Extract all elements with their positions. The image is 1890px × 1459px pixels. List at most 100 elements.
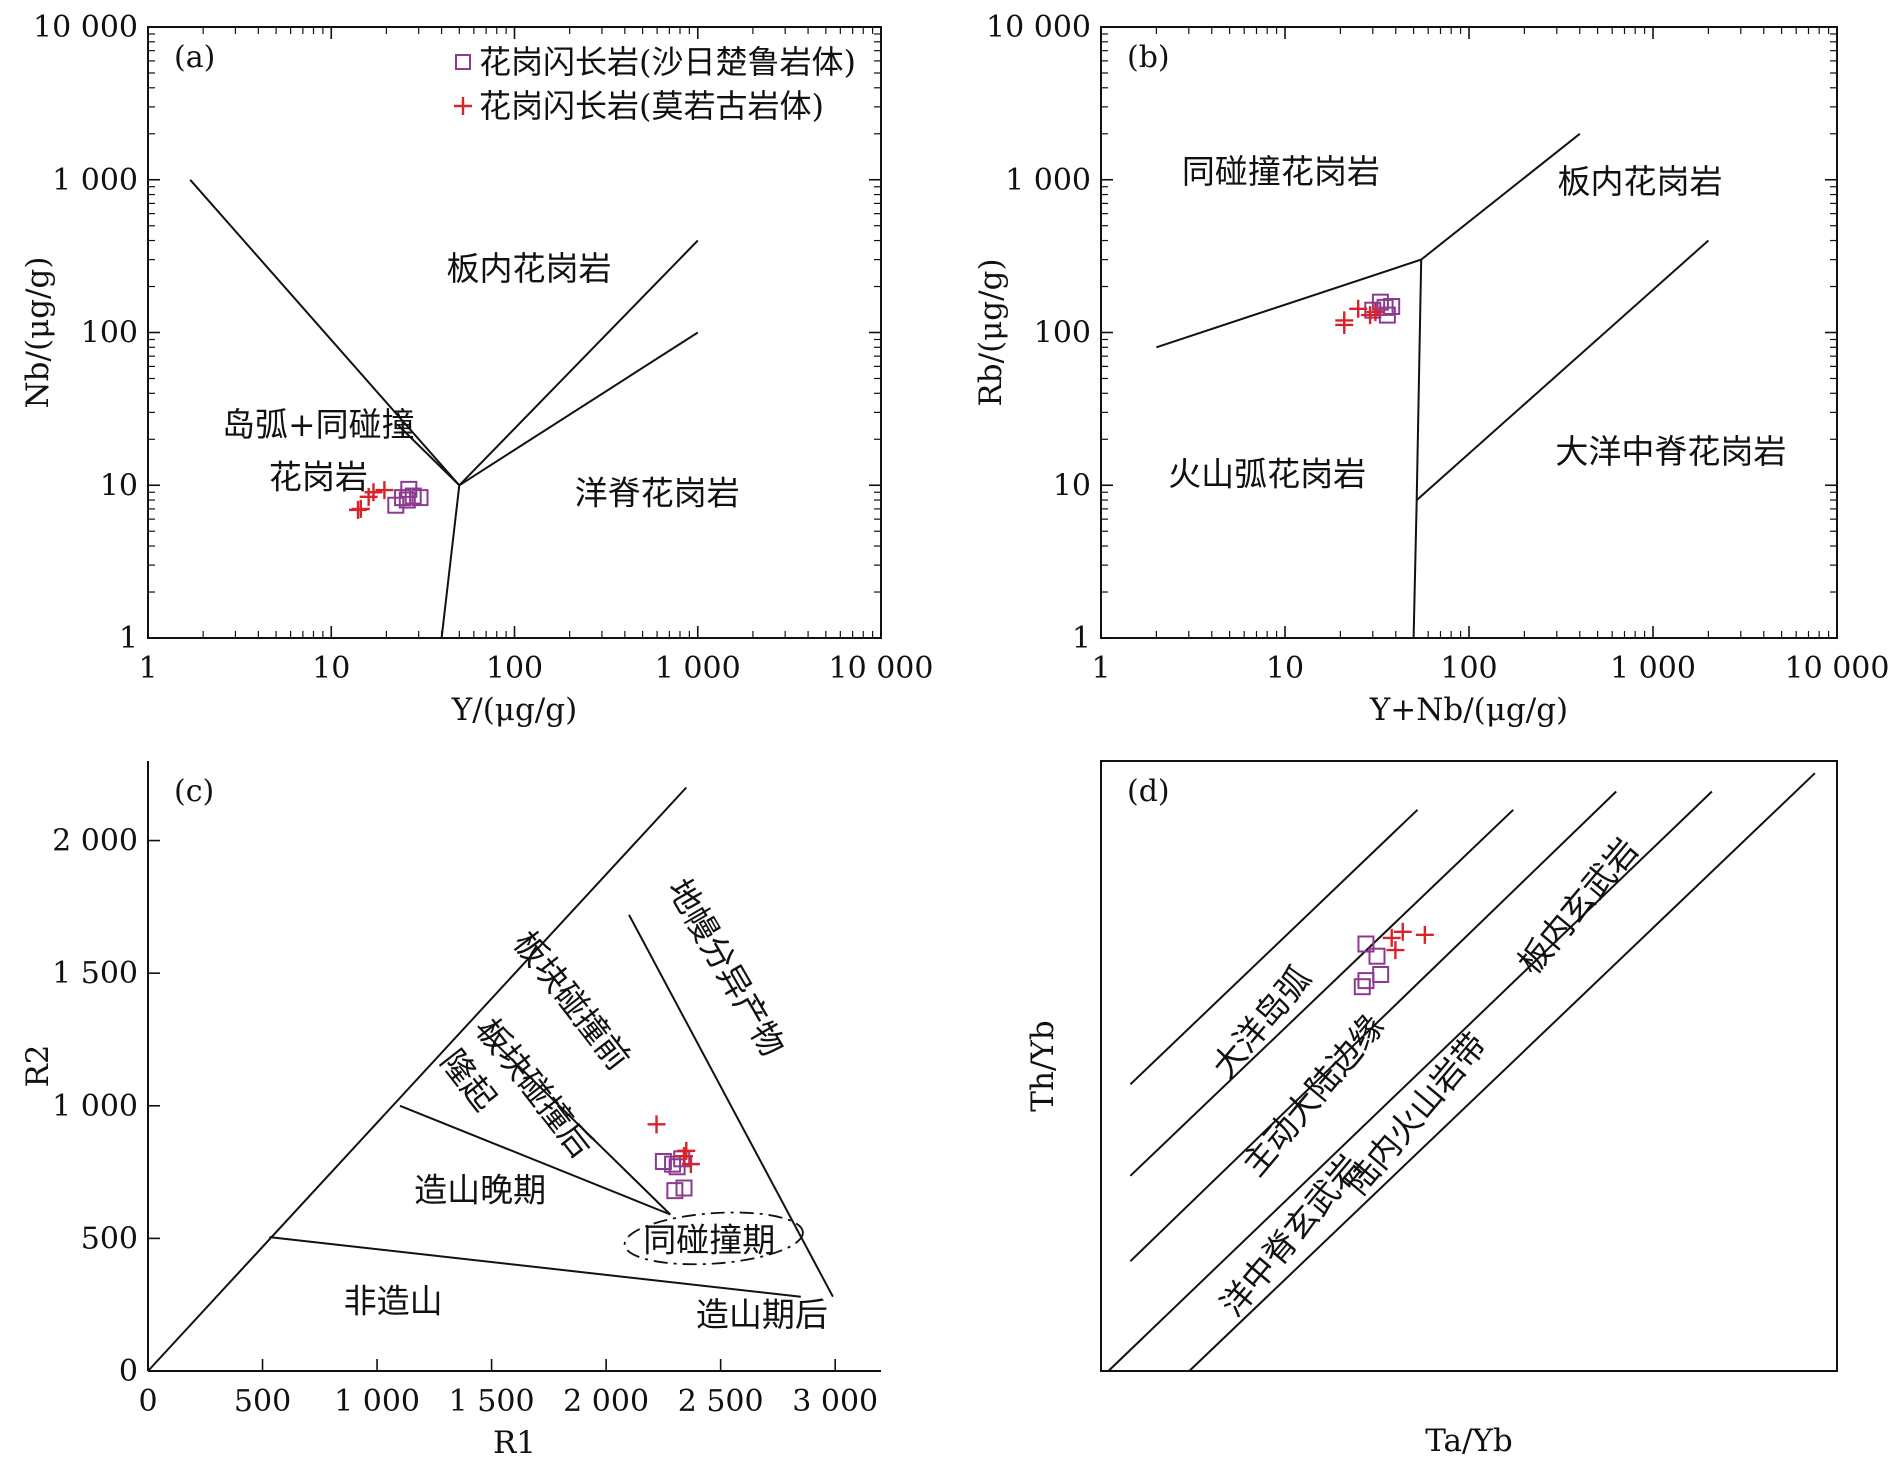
y-axis-title: Nb/(μg/g) [20, 257, 56, 409]
y-tick-label: 1 000 [52, 163, 138, 198]
data-point-square [1353, 978, 1371, 996]
region-label: 板内玄武岩 [1510, 830, 1646, 981]
legend-label: 花岗闪长岩(莫若古岩体) [479, 87, 824, 125]
region-label: 大洋中脊花岗岩 [1555, 432, 1786, 471]
field-boundary-line [269, 1236, 801, 1298]
y-tick-label: 1 000 [1005, 163, 1091, 198]
data-point-plus [375, 481, 394, 500]
data-point-square [666, 1182, 684, 1200]
x-tick-label: 1 [138, 651, 157, 686]
region-label: 地幔分异产物 [660, 872, 793, 1063]
data-point-square [668, 1158, 686, 1176]
x-tick-label: 1 000 [1610, 651, 1696, 686]
data-point-plus [1382, 928, 1401, 947]
region-label: 火山弧花岗岩 [1168, 454, 1366, 493]
field-boundary-line [1412, 259, 1423, 639]
y-tick-label: 10 000 [986, 10, 1091, 45]
y-tick-label: 0 [119, 1354, 138, 1389]
x-tick-label: 1 000 [655, 651, 741, 686]
data-point-square [1357, 972, 1375, 990]
field-boundary-line [1129, 790, 1617, 1262]
field-boundary-line [396, 423, 461, 487]
panel-c: 0 500 1 000 1 500 2 000 2 500 3 000 0 500 1 000 1 … [20, 761, 881, 1459]
x-tick-label: 500 [234, 1384, 291, 1419]
legend-marker-square [455, 54, 471, 70]
data-point-plus [1393, 922, 1412, 941]
data-point-square [654, 1152, 672, 1170]
region-label: 大洋岛弧 [1204, 959, 1319, 1085]
x-tick-label: 1 500 [449, 1384, 535, 1419]
field-boundary-line [1129, 809, 1514, 1177]
data-point-square [398, 491, 416, 509]
field-boundary-line [458, 331, 699, 487]
region-label: 板内花岗岩 [1558, 162, 1723, 201]
x-tick-label: 1 [1091, 651, 1110, 686]
panel-b: 1 10 100 1 000 10 000 1 10 100 1 000 10 000 Y+Nb/(… [973, 10, 1889, 728]
x-axis-title: Ta/Yb [1425, 1423, 1513, 1459]
x-tick-label: 10 000 [829, 651, 934, 686]
y-tick-label: 10 000 [33, 10, 138, 45]
region-label: 造山期后 [696, 1295, 828, 1334]
x-axis-title: Y+Nb/(μg/g) [1369, 692, 1568, 728]
legend-label: 花岗闪长岩(沙日楚鲁岩体) [479, 43, 856, 81]
panel-label: (b) [1127, 40, 1170, 75]
panel-label: (a) [174, 40, 215, 75]
legend-marker-plus [454, 97, 472, 115]
data-point-square [1376, 298, 1394, 316]
x-tick-label: 10 [1266, 651, 1304, 686]
x-tick-label: 100 [1440, 651, 1497, 686]
field-boundary-line [1129, 809, 1419, 1086]
y-tick-label: 1 [119, 621, 138, 656]
y-tick-label: 1 000 [52, 1089, 138, 1124]
region-label: 造山晚期 [414, 1170, 546, 1209]
x-tick-label: 2 500 [678, 1384, 764, 1419]
data-point-plus [1415, 925, 1434, 944]
y-tick-label: 10 [1053, 468, 1091, 503]
field-boundary-line [147, 786, 688, 1372]
x-tick-label: 10 [312, 651, 350, 686]
y-tick-label: 2 000 [52, 824, 138, 859]
panel-label: (d) [1127, 774, 1170, 809]
y-tick-label: 1 500 [52, 956, 138, 991]
y-axis-title: Th/Yb [1025, 1020, 1061, 1111]
data-point-plus [364, 483, 383, 502]
x-tick-label: 10 000 [1785, 651, 1890, 686]
field-boundary-line [1416, 239, 1710, 501]
syn-collision-dashed-ellipse [623, 1211, 804, 1266]
data-point-plus [1335, 311, 1354, 330]
data-point-plus [647, 1115, 666, 1134]
y-tick-label: 500 [81, 1221, 138, 1256]
region-label: 花岗岩 [269, 458, 368, 497]
region-label: 同碰撞期 [643, 1221, 775, 1260]
data-point-square [664, 1155, 682, 1173]
y-axis-title: R2 [20, 1044, 56, 1087]
data-point-square [1357, 935, 1375, 953]
y-tick-label: 1 [1072, 621, 1091, 656]
panel-label: (c) [174, 774, 214, 809]
region-label: 洋中脊玄武岩 [1212, 1147, 1369, 1324]
data-point-plus [675, 1147, 694, 1166]
field-boundary-line [440, 485, 461, 639]
data-point-plus [1349, 299, 1368, 318]
y-tick-label: 100 [81, 316, 138, 351]
plot-frame [1100, 26, 1838, 639]
plot-frame [1100, 760, 1838, 1372]
region-label: 板内花岗岩 [447, 249, 612, 288]
region-label: 同碰撞花岗岩 [1182, 152, 1380, 191]
data-point-plus [1386, 941, 1405, 960]
region-label: 岛弧+同碰撞 [222, 405, 415, 444]
field-boundary-line [399, 1104, 671, 1216]
data-point-square [675, 1179, 693, 1197]
data-point-square [411, 489, 429, 507]
field-boundary-line [628, 914, 834, 1298]
y-tick-label: 10 [100, 468, 138, 503]
y-tick-label: 100 [1034, 316, 1091, 351]
data-point-plus [1366, 303, 1385, 322]
x-axis-title: Y/(μg/g) [451, 692, 577, 728]
x-axis-title: R1 [493, 1425, 536, 1459]
y-axis-title: Rb/(μg/g) [973, 258, 1009, 406]
x-tick-label: 3 000 [792, 1384, 878, 1419]
data-point-square [1368, 947, 1386, 965]
region-label: 非造山 [344, 1282, 443, 1321]
